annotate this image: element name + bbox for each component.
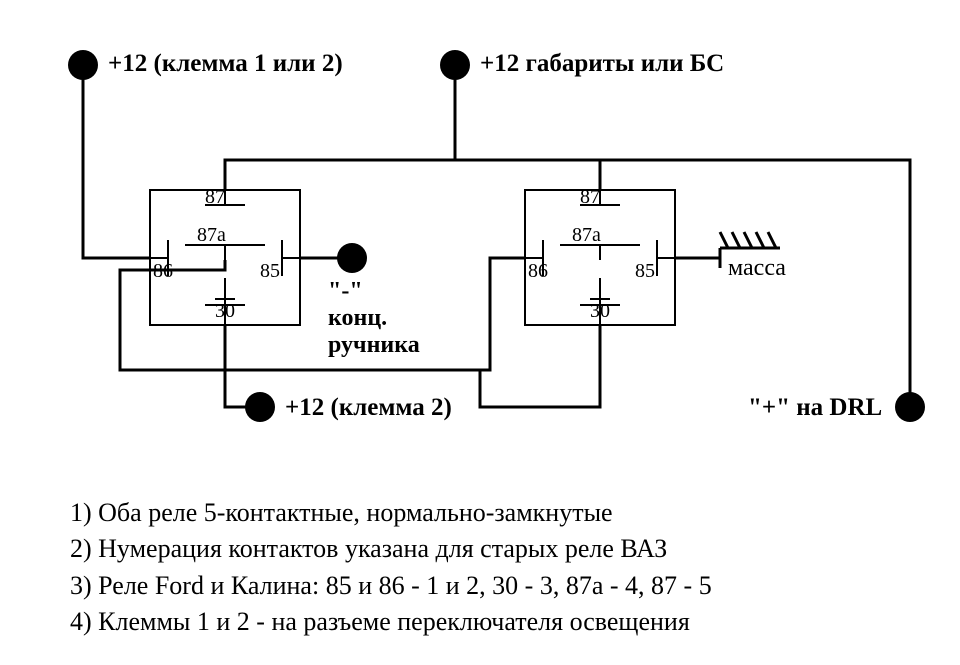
pin-30-right: 30 bbox=[590, 300, 610, 323]
note-2: 2) Нумерация контактов указана для стары… bbox=[70, 531, 712, 567]
pin-87-left: 87 bbox=[205, 186, 225, 209]
note-4: 4) Клеммы 1 и 2 - на разъеме переключате… bbox=[70, 604, 712, 640]
notes-block: 1) Оба реле 5-контактные, нормально-замк… bbox=[70, 495, 712, 641]
diagram-canvas: +12 (клемма 1 или 2) +12 габариты или БС… bbox=[0, 0, 960, 665]
label-pin85-right: масса bbox=[728, 255, 786, 282]
pin-86-right: 86 bbox=[528, 260, 548, 283]
pin-85-right: 85 bbox=[635, 260, 655, 283]
pin-87-right: 87 bbox=[580, 186, 600, 209]
pin-85-left: 85 bbox=[260, 260, 280, 283]
pin-87a-left: 87a bbox=[197, 224, 226, 247]
note-1: 1) Оба реле 5-контактные, нормально-замк… bbox=[70, 495, 712, 531]
note-3: 3) Реле Ford и Калина: 85 и 86 - 1 и 2, … bbox=[70, 568, 712, 604]
label-bottom-right: "+" на DRL bbox=[748, 394, 882, 422]
pin-87a-right: 87a bbox=[572, 224, 601, 247]
pin-30-left: 30 bbox=[215, 300, 235, 323]
label-top-right: +12 габариты или БС bbox=[480, 50, 724, 78]
label-pin85-left: "-" конц. ручника bbox=[328, 278, 420, 359]
label-top-left: +12 (клемма 1 или 2) bbox=[108, 50, 343, 78]
wires-right bbox=[120, 160, 910, 407]
label-bottom-left: +12 (клемма 2) bbox=[285, 394, 452, 422]
pin-86-left: 86 bbox=[153, 260, 173, 283]
